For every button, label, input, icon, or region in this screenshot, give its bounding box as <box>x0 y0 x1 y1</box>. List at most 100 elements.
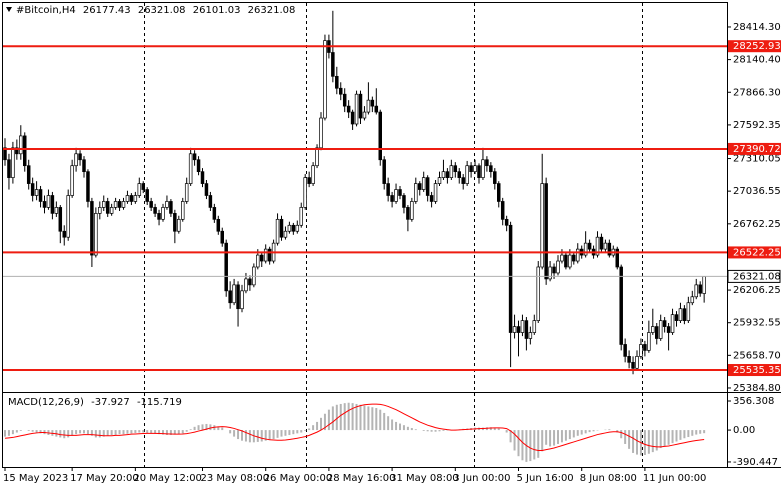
candle-body <box>441 171 446 178</box>
macd-bar <box>19 430 22 431</box>
x-tick-label: 23 May 08:00 <box>201 473 270 484</box>
macd-bar <box>177 430 180 435</box>
candle-body <box>651 326 655 333</box>
macd-bar <box>292 430 295 435</box>
macd-bar <box>434 430 437 432</box>
macd-bar <box>197 425 200 431</box>
candle-body <box>169 201 173 214</box>
candle-body <box>658 320 663 339</box>
candle-body <box>425 177 430 196</box>
x-tick-label: 3 Jun 00:00 <box>453 473 510 484</box>
macd-bar <box>442 430 445 431</box>
macd-bar <box>521 430 524 461</box>
candle-body <box>662 320 667 327</box>
candle-body <box>481 159 485 178</box>
macd-bar <box>529 430 532 462</box>
macd-bar <box>655 430 658 451</box>
candle-body <box>220 230 225 244</box>
macd-bar <box>11 430 14 435</box>
level-label: 28252.93 <box>733 41 781 52</box>
macd-bar <box>31 430 34 432</box>
candle-body <box>465 165 469 184</box>
candle-body <box>311 165 315 184</box>
macd-bar <box>173 430 176 435</box>
macd-bar <box>276 430 279 438</box>
macd-bar <box>422 430 425 431</box>
macd-bar <box>323 413 326 431</box>
candle-body <box>331 52 335 77</box>
candle-body <box>34 189 39 196</box>
candle-body <box>374 105 379 113</box>
macd-bar <box>205 423 208 431</box>
level-label: 25535.35 <box>733 365 781 376</box>
x-tick-label: 5 Jun 16:00 <box>517 473 574 484</box>
macd-bar <box>335 404 338 431</box>
y-tick-label: -390.447 <box>733 457 778 468</box>
macd-bar <box>351 403 354 431</box>
candle-body <box>512 326 517 333</box>
y-tick-label: 28414.30 <box>733 22 781 33</box>
macd-bar <box>620 430 623 439</box>
macd-bar <box>284 430 287 436</box>
macd-bar <box>146 430 149 433</box>
macd-bar <box>592 430 595 432</box>
y-tick-label: 27866.30 <box>733 87 781 98</box>
candle-body <box>335 75 339 89</box>
candle-body <box>216 218 221 232</box>
candle-body <box>362 111 367 119</box>
candle-body <box>7 159 11 178</box>
macd-bar <box>4 430 6 437</box>
candle-body <box>287 224 292 232</box>
macd-bar <box>636 430 638 455</box>
y-tick-label: 26762.25 <box>733 219 781 230</box>
candle-body <box>493 171 497 184</box>
candle-body <box>615 248 619 268</box>
macd-bar <box>493 427 496 431</box>
x-tick-label: 20 May 12:00 <box>133 473 202 484</box>
macd-bar <box>209 424 212 431</box>
macd-bar <box>624 430 627 444</box>
candle-body <box>30 183 35 196</box>
candle-body <box>267 248 272 262</box>
y-tick-label: 27036.55 <box>733 186 781 197</box>
macd-bar <box>675 430 678 442</box>
y-tick-label: 0.00 <box>733 425 755 436</box>
candle-body <box>94 213 98 256</box>
x-tick-label: 11 Jun 00:00 <box>643 473 707 484</box>
candle-body <box>299 207 304 226</box>
candle-body <box>291 224 296 232</box>
candle-body <box>370 99 375 107</box>
header-open: 26177.43 <box>83 5 131 16</box>
macd-bar <box>391 419 394 431</box>
macd-bar <box>383 412 386 431</box>
macd-bar <box>557 430 559 444</box>
candle-body <box>208 195 213 208</box>
candle-body <box>153 207 157 214</box>
macd-header: MACD(12,26,9) -37.927 -115.719 <box>8 397 182 408</box>
candle-body <box>398 189 402 196</box>
candle-body <box>587 242 592 250</box>
macd-bar <box>426 430 429 432</box>
candle-body <box>354 93 359 125</box>
candle-body <box>244 278 248 292</box>
candles <box>3 10 706 375</box>
candle-body <box>307 177 311 184</box>
candle-body <box>295 224 300 232</box>
macd-bar <box>320 417 322 431</box>
macd-bar <box>126 430 129 434</box>
candle-body <box>564 254 568 268</box>
macd-bar <box>395 421 398 431</box>
macd-bar <box>667 430 670 445</box>
macd-bar <box>162 430 164 435</box>
candle-body <box>453 165 458 173</box>
candle-body <box>674 314 679 321</box>
macd-bar <box>244 430 247 442</box>
macd-bar <box>410 428 413 431</box>
macd-bar <box>316 421 319 431</box>
price-label: 26321.08 <box>733 271 781 282</box>
candle-body <box>536 266 540 321</box>
macd-bar <box>399 423 401 431</box>
candle-body <box>137 183 142 196</box>
